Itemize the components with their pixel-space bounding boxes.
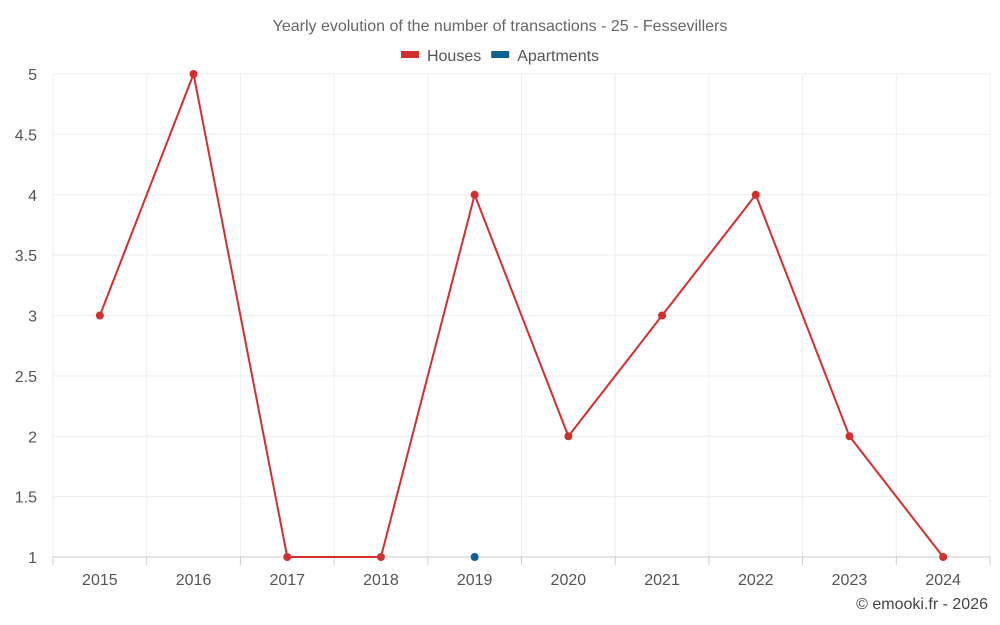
data-points <box>95 70 948 561</box>
data-point-apartments[interactable] <box>470 553 479 561</box>
axes: 1 1.5 2 2.5 3 3.5 4 4.5 5 2015 2016 2017 2018 2019 202… <box>15 67 991 589</box>
data-point-houses[interactable] <box>470 190 479 199</box>
legend-label: Houses <box>427 48 481 65</box>
data-point-houses[interactable] <box>376 553 385 561</box>
y-tick-label: 2 <box>28 429 37 446</box>
x-tick-label: 2017 <box>269 572 305 589</box>
y-tick-label: 3 <box>28 309 37 326</box>
data-point-houses[interactable] <box>658 311 667 320</box>
legend-swatch <box>491 51 510 58</box>
series-line-houses <box>98 73 944 558</box>
data-point-houses[interactable] <box>939 553 948 561</box>
y-tick-label: 3.5 <box>15 248 37 265</box>
data-point-houses[interactable] <box>95 311 104 320</box>
series-lines <box>98 73 944 558</box>
y-tick-label: 5 <box>28 67 37 84</box>
x-tick-label: 2016 <box>176 572 212 589</box>
x-tick-label: 2023 <box>832 572 868 589</box>
x-tick-label: 2024 <box>925 572 961 589</box>
x-tick-label: 2015 <box>82 572 118 589</box>
x-tick-label: 2021 <box>644 572 680 589</box>
data-point-houses[interactable] <box>751 190 760 199</box>
data-point-houses[interactable] <box>845 432 854 441</box>
legend-item-houses[interactable]: Houses <box>400 48 481 65</box>
legend-label: Apartments <box>517 48 599 65</box>
y-tick-label: 1 <box>28 550 37 567</box>
data-point-houses[interactable] <box>564 432 573 441</box>
data-point-houses[interactable] <box>283 553 292 561</box>
data-point-houses[interactable] <box>189 70 198 78</box>
x-tick-label: 2019 <box>457 572 493 589</box>
x-tick-label: 2018 <box>363 572 399 589</box>
legend: Houses Apartments <box>400 48 599 65</box>
legend-swatch <box>400 51 419 58</box>
credit-text: © emooki.fr - 2026 <box>856 596 988 613</box>
y-tick-label: 4.5 <box>15 127 37 144</box>
legend-item-apartments[interactable]: Apartments <box>491 48 599 65</box>
y-tick-label: 1.5 <box>15 490 37 507</box>
chart-title: Yearly evolution of the number of transa… <box>273 18 728 35</box>
y-tick-label: 2.5 <box>15 369 37 386</box>
x-tick-label: 2020 <box>551 572 587 589</box>
y-tick-label: 4 <box>28 188 37 205</box>
x-tick-label: 2022 <box>738 572 774 589</box>
